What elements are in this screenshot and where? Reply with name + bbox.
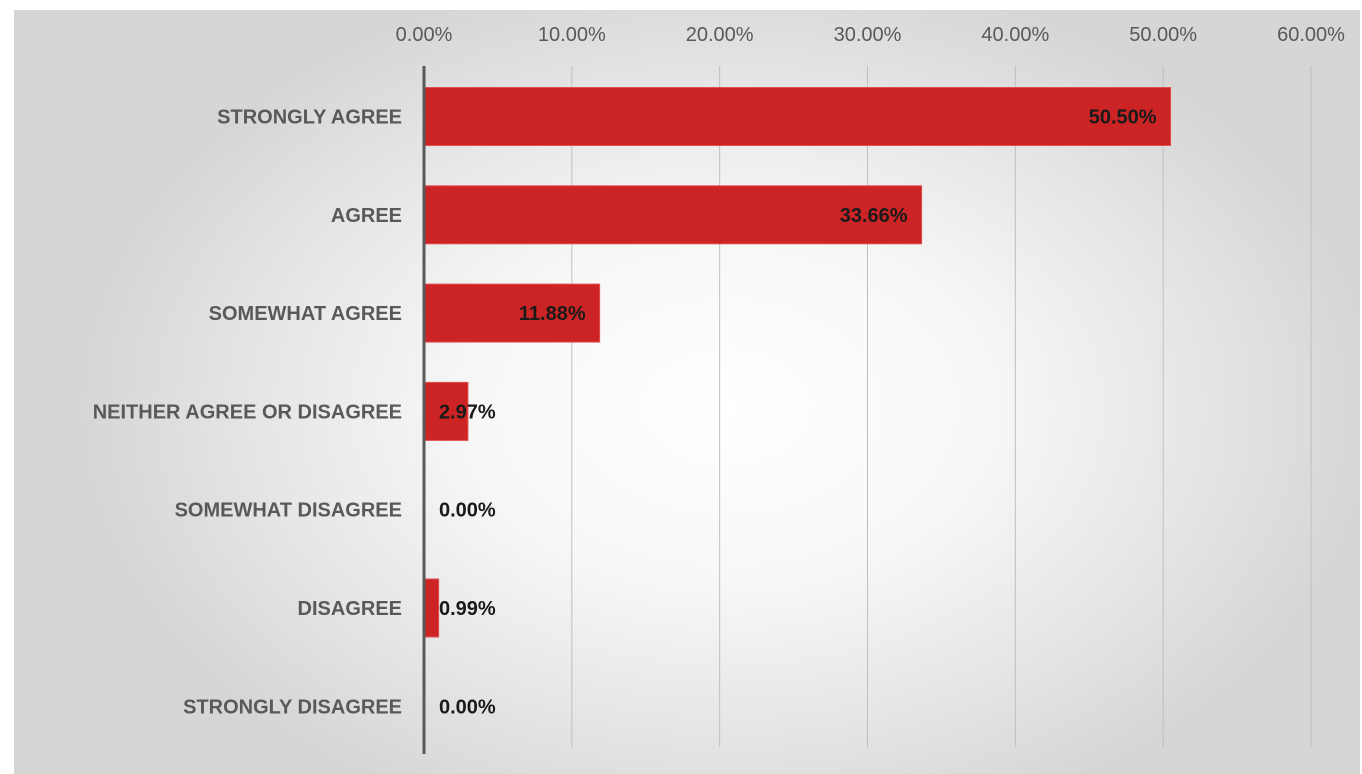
category-label: SOMEWHAT DISAGREE xyxy=(175,500,402,522)
bars xyxy=(423,87,1172,638)
chart-container: 0.00% 10.00% 20.00% 30.00% 40.00% 50.00% 60.00… xyxy=(14,10,1360,774)
data-label: 11.88% xyxy=(519,303,586,325)
bar xyxy=(423,87,1172,146)
data-label: 50.50% xyxy=(1089,107,1157,129)
data-label: 0.99% xyxy=(439,598,496,620)
data-label: 2.97% xyxy=(439,401,496,423)
bar xyxy=(423,185,923,245)
category-label: STRONGLY AGREE xyxy=(217,107,402,129)
x-tick-label: 40.00% xyxy=(981,24,1049,46)
category-label: NEITHER AGREE OR DISAGREE xyxy=(93,401,402,423)
x-tick-label: 10.00% xyxy=(538,24,606,46)
data-label: 33.66% xyxy=(840,205,908,227)
x-axis-ticks: 0.00% 10.00% 20.00% 30.00% 40.00% 50.00% 60.00… xyxy=(396,24,1345,46)
data-label: 0.00% xyxy=(439,696,496,718)
category-labels: STRONGLY AGREE AGREE SOMEWHAT AGREE NEITHER… xyxy=(93,107,402,719)
x-tick-label: 20.00% xyxy=(686,24,754,46)
category-label: SOMEWHAT AGREE xyxy=(209,303,402,325)
category-label: AGREE xyxy=(331,205,402,227)
x-tick-label: 30.00% xyxy=(834,24,902,46)
x-tick-label: 0.00% xyxy=(396,24,453,46)
bar xyxy=(423,578,440,638)
x-tick-label: 60.00% xyxy=(1277,24,1345,46)
bar xyxy=(423,381,469,441)
gridlines xyxy=(571,66,1312,747)
bar-chart: 0.00% 10.00% 20.00% 30.00% 40.00% 50.00% 60.00… xyxy=(93,24,1345,754)
data-labels: 50.50% 33.66% 11.88% 2.97% 0.00% 0.99% 0.00% xyxy=(439,107,1157,719)
category-label: STRONGLY DISAGREE xyxy=(183,696,402,718)
category-label: DISAGREE xyxy=(298,598,402,620)
x-tick-label: 50.00% xyxy=(1129,24,1197,46)
data-label: 0.00% xyxy=(439,500,496,522)
